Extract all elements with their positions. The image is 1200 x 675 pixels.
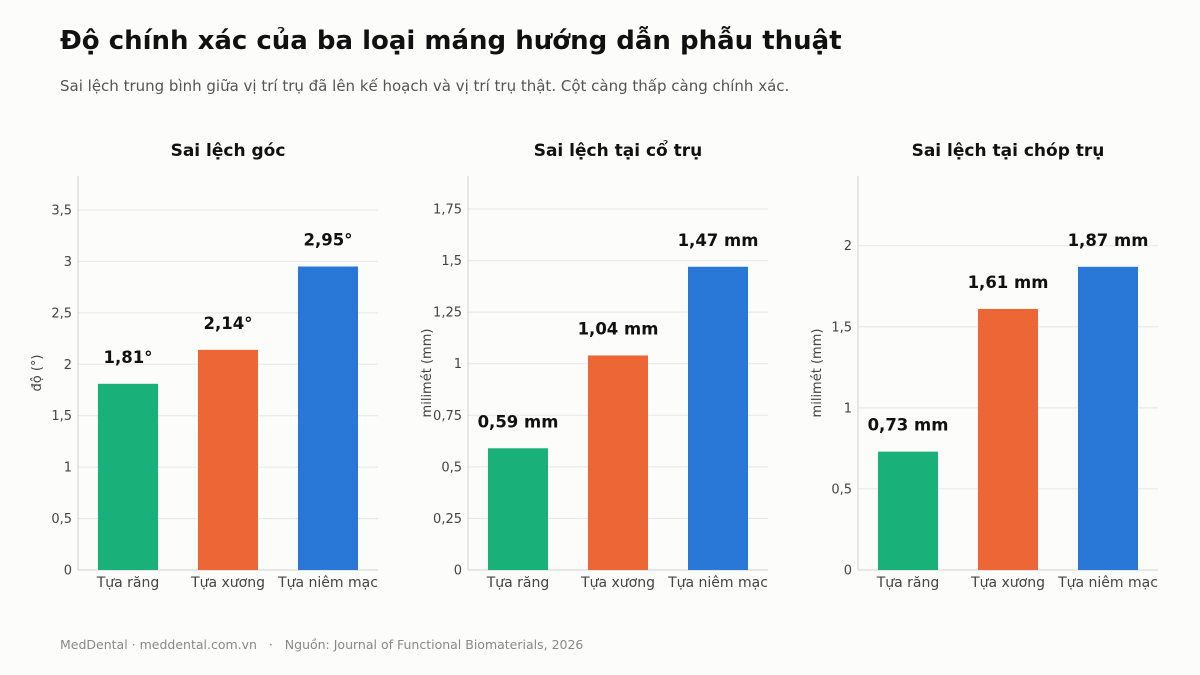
- data-label: 0,73 mm: [868, 416, 949, 435]
- y-tick-label: 3,5: [51, 203, 72, 218]
- data-label: 1,47 mm: [678, 231, 759, 250]
- data-label: 1,04 mm: [578, 319, 659, 338]
- y-tick-label: 2: [64, 358, 72, 373]
- data-label: 1,87 mm: [1068, 231, 1149, 250]
- y-tick-label: 1,5: [51, 409, 72, 424]
- bar: [978, 308, 1038, 570]
- bar: [1078, 266, 1138, 570]
- x-tick-label: Tựa xương: [190, 575, 265, 591]
- x-tick-label: Tựa xương: [970, 575, 1045, 591]
- chart-title: Sai lệch tại chóp trụ: [912, 141, 1105, 161]
- x-tick-label: Tựa răng: [876, 575, 940, 591]
- y-axis-label: milimét (mm): [810, 329, 825, 418]
- footer-separator: ·: [268, 637, 273, 652]
- y-tick-label: 0,25: [433, 512, 462, 527]
- y-tick-label: 0: [64, 564, 72, 579]
- x-tick-label: Tựa răng: [96, 575, 160, 591]
- data-label: 0,59 mm: [478, 412, 559, 431]
- bar: [688, 266, 748, 570]
- page-subtitle: Sai lệch trung bình giữa vị trí trụ đã l…: [60, 77, 790, 95]
- bar: [878, 451, 938, 570]
- footer-brand: MedDental · meddental.com.vn: [60, 637, 257, 652]
- y-axis-label: milimét (mm): [420, 329, 435, 418]
- bar: [198, 349, 258, 570]
- data-label: 1,61 mm: [968, 273, 1049, 292]
- y-tick-label: 3: [64, 255, 72, 270]
- x-tick-label: Tựa xương: [580, 575, 655, 591]
- y-tick-label: 0,5: [441, 460, 462, 475]
- y-tick-label: 1: [64, 461, 72, 476]
- y-tick-label: 0: [844, 564, 852, 579]
- y-tick-label: 0: [454, 564, 462, 579]
- data-label: 2,14°: [204, 314, 253, 333]
- bar: [298, 266, 358, 570]
- bar: [588, 355, 648, 570]
- y-axis-label: độ (°): [30, 355, 45, 392]
- x-tick-label: Tựa niêm mạc: [667, 575, 768, 591]
- y-tick-label: 1: [844, 401, 852, 416]
- bar: [488, 448, 548, 570]
- footer-source: Nguồn: Journal of Functional Biomaterial…: [284, 637, 584, 652]
- y-tick-label: 0,5: [51, 512, 72, 527]
- chart-title: Sai lệch góc: [171, 141, 286, 161]
- page-title: Độ chính xác của ba loại máng hướng dẫn …: [60, 26, 842, 56]
- y-tick-label: 2,5: [51, 306, 72, 321]
- footer: MedDental · meddental.com.vn · Nguồn: Jo…: [60, 637, 583, 652]
- y-tick-label: 0,75: [433, 409, 462, 424]
- x-tick-label: Tựa niêm mạc: [277, 575, 378, 591]
- chart-title: Sai lệch tại cổ trụ: [534, 139, 703, 161]
- y-tick-label: 1,5: [441, 254, 462, 269]
- x-tick-label: Tựa niêm mạc: [1057, 575, 1158, 591]
- x-tick-label: Tựa răng: [486, 575, 550, 591]
- data-label: 1,81°: [104, 348, 153, 367]
- data-label: 2,95°: [304, 231, 353, 250]
- y-tick-label: 2: [844, 239, 852, 254]
- y-tick-label: 1: [454, 357, 462, 372]
- y-tick-label: 1,75: [433, 203, 462, 218]
- y-tick-label: 1,25: [433, 306, 462, 321]
- y-tick-label: 0,5: [831, 482, 852, 497]
- y-tick-label: 1,5: [831, 320, 852, 335]
- bar: [98, 383, 158, 570]
